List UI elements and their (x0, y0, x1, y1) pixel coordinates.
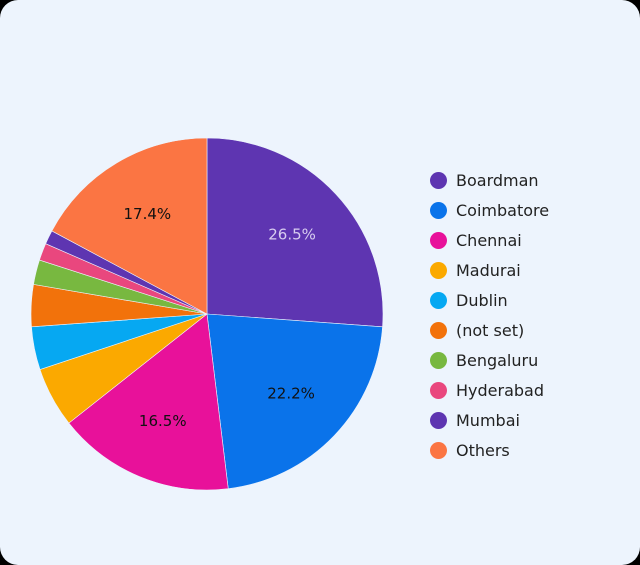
legend-label: Chennai (456, 230, 522, 250)
legend-label: Madurai (456, 260, 521, 280)
legend-item[interactable]: Boardman (430, 165, 549, 195)
legend-swatch (430, 381, 447, 399)
legend-item[interactable]: Bengaluru (430, 345, 549, 375)
legend-label: (not set) (456, 320, 525, 340)
legend-item[interactable]: Coimbatore (430, 195, 549, 225)
legend-item[interactable]: Chennai (430, 225, 549, 255)
legend-swatch (430, 291, 447, 309)
slice-value-label: 22.2% (267, 385, 315, 403)
legend-label: Coimbatore (456, 200, 550, 220)
legend-label: Hyderabad (456, 380, 544, 400)
legend: Boardman Coimbatore Chennai Madurai Dublin (n… (430, 165, 549, 465)
legend-item[interactable]: Mumbai (430, 405, 549, 435)
legend-swatch (430, 231, 447, 249)
slice-value-label: 26.5% (268, 225, 316, 243)
pie-slice[interactable] (51, 137, 208, 315)
legend-swatch (430, 351, 447, 369)
legend-label: Mumbai (456, 410, 520, 430)
pie-slice[interactable] (206, 137, 384, 328)
pie-value-labels: 26.5% 22.2% 16.5% 17.4% (123, 205, 315, 430)
legend-swatch (430, 321, 447, 339)
legend-item[interactable]: Hyderabad (430, 375, 549, 405)
legend-swatch (430, 411, 447, 429)
legend-item[interactable]: Dublin (430, 285, 549, 315)
legend-label: Boardman (456, 170, 539, 190)
legend-label: Others (456, 440, 510, 460)
pie-slice[interactable] (206, 313, 383, 490)
pie-slices (30, 137, 384, 491)
legend-label: Bengaluru (456, 350, 539, 370)
pie-slice[interactable] (68, 313, 229, 491)
legend-item[interactable]: (not set) (430, 315, 549, 345)
legend-item[interactable]: Others (430, 435, 549, 465)
slice-value-label: 17.4% (123, 205, 171, 223)
legend-item[interactable]: Madurai (430, 255, 549, 285)
legend-swatch (430, 261, 447, 279)
legend-swatch (430, 441, 447, 459)
legend-label: Dublin (456, 290, 508, 310)
legend-swatch (430, 201, 447, 219)
legend-swatch (430, 171, 447, 189)
slice-value-label: 16.5% (139, 412, 187, 430)
pie-chart: 26.5% 22.2% 16.5% 17.4% (30, 137, 384, 491)
